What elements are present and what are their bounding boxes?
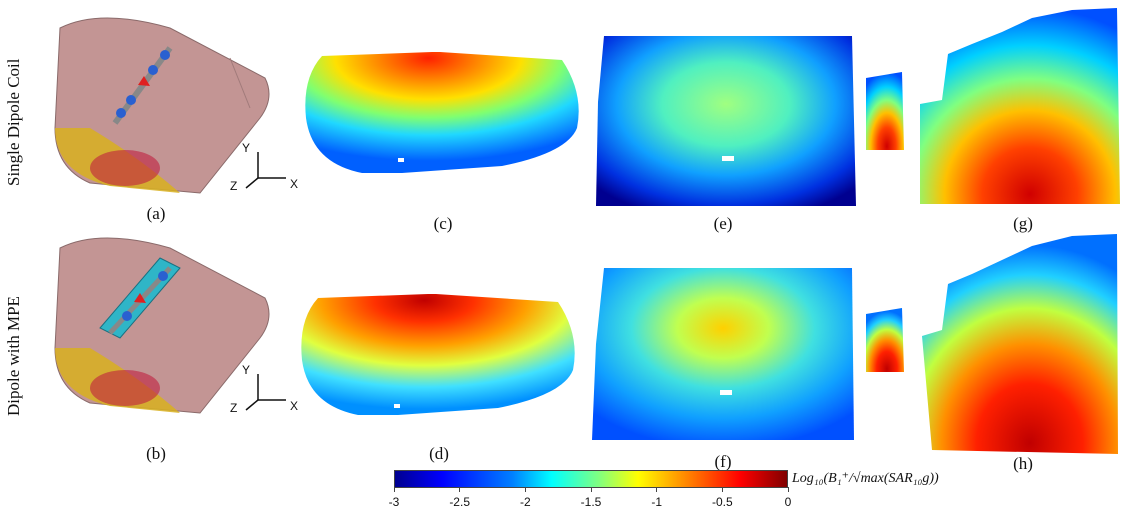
field-map-c <box>305 52 579 173</box>
colorbar-tick-mark <box>721 487 723 492</box>
head-model-dipole-mpe <box>54 237 270 414</box>
panel-label-h: (h) <box>1013 454 1033 473</box>
colorbar-tick-label: -2 <box>519 495 531 509</box>
colorbar-tick-mark <box>590 487 592 492</box>
colorbar-tick-label: -2.5 <box>449 495 470 509</box>
colorbar-tick-label: -0.5 <box>711 495 733 509</box>
colorbar-tick-label: -3 <box>388 495 400 509</box>
colorbar-tick-mark <box>656 487 658 492</box>
field-map-h <box>866 234 1118 454</box>
panel-label-c: (c) <box>433 214 453 233</box>
svg-text:Z: Z <box>230 401 237 415</box>
colorbar <box>394 470 788 488</box>
axis-triad-b: Y X Z <box>230 363 298 415</box>
colorbar-tick-label: -1 <box>651 495 662 509</box>
colorbar-title: Log₁₀(B₁⁺/√max(SAR₁₀g)) <box>792 471 939 486</box>
panel-label-a: (a) <box>146 204 166 223</box>
head-model-single-dipole <box>54 17 270 194</box>
axis-triad-a: Y X Z <box>230 141 298 193</box>
colorbar-tick-label: 0 <box>784 495 792 509</box>
svg-text:Z: Z <box>230 179 237 193</box>
svg-text:Y: Y <box>242 141 250 155</box>
panel-label-e: (e) <box>713 214 733 233</box>
field-map-d <box>301 294 575 415</box>
svg-text:X: X <box>290 399 298 413</box>
panel-label-b: (b) <box>146 444 166 463</box>
panel-label-d: (d) <box>429 444 449 463</box>
row-label-dipole-mpe: Dipole with MPE <box>4 296 23 416</box>
colorbar-tick-mark <box>393 487 395 492</box>
field-map-g <box>866 8 1120 204</box>
colorbar-tick-label: -1.5 <box>580 495 602 509</box>
svg-text:Y: Y <box>242 363 250 377</box>
colorbar-tick-mark <box>459 487 461 492</box>
field-map-e <box>596 36 856 206</box>
svg-text:X: X <box>290 177 298 191</box>
row-label-single-dipole: Single Dipole Coil <box>4 58 23 187</box>
colorbar-tick-mark <box>524 487 526 492</box>
colorbar-tick-mark <box>787 487 789 492</box>
panel-label-g: (g) <box>1013 214 1033 233</box>
panel-label-f: (f) <box>714 452 732 471</box>
field-map-f <box>592 268 854 440</box>
